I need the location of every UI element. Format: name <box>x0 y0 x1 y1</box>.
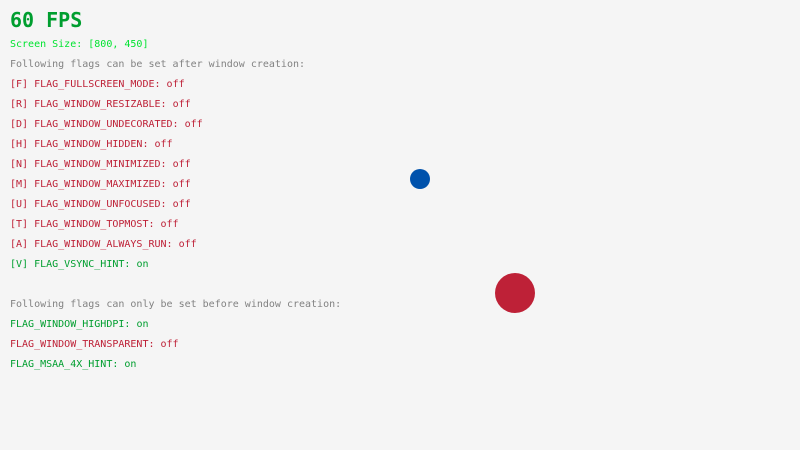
flag-label: [R] FLAG_WINDOW_RESIZABLE: <box>10 99 173 110</box>
flag-row: [T] FLAG_WINDOW_TOPMOST: off <box>10 220 179 230</box>
flag-row: FLAG_WINDOW_HIGHDPI: on <box>10 320 148 330</box>
flag-label: FLAG_WINDOW_TRANSPARENT: <box>10 339 161 350</box>
flag-value: off <box>172 99 191 110</box>
flag-value: off <box>160 339 179 350</box>
flag-label: FLAG_WINDOW_HIGHDPI: <box>10 319 137 330</box>
flag-value: off <box>166 79 185 90</box>
bouncing-ball-large <box>495 273 535 313</box>
flag-label: [N] FLAG_WINDOW_MINIMIZED: <box>10 159 173 170</box>
flag-label: FLAG_MSAA_4X_HINT: <box>10 359 125 370</box>
flag-value: off <box>172 179 191 190</box>
flag-label: [T] FLAG_WINDOW_TOPMOST: <box>10 219 161 230</box>
flag-row: [U] FLAG_WINDOW_UNFOCUSED: off <box>10 200 191 210</box>
flag-row: [H] FLAG_WINDOW_HIDDEN: off <box>10 140 173 150</box>
fps-counter: 60 FPS <box>10 8 83 32</box>
flag-row: [F] FLAG_FULLSCREEN_MODE: off <box>10 80 185 90</box>
flag-row: [M] FLAG_WINDOW_MAXIMIZED: off <box>10 180 191 190</box>
flag-value: off <box>178 239 197 250</box>
screen-size-text: Screen Size: [800, 450] <box>10 39 149 50</box>
flag-row: [V] FLAG_VSYNC_HINT: on <box>10 260 148 270</box>
flag-label: [U] FLAG_WINDOW_UNFOCUSED: <box>10 199 173 210</box>
flag-row: FLAG_MSAA_4X_HINT: on <box>10 360 136 370</box>
flag-label: [M] FLAG_WINDOW_MAXIMIZED: <box>10 179 173 190</box>
flag-row: FLAG_WINDOW_TRANSPARENT: off <box>10 340 179 350</box>
before-creation-header: Following flags can only be set before w… <box>10 299 342 310</box>
flag-label: [F] FLAG_FULLSCREEN_MODE: <box>10 79 167 90</box>
after-creation-header: Following flags can be set after window … <box>10 59 306 70</box>
flag-value: off <box>172 199 191 210</box>
flag-row: [D] FLAG_WINDOW_UNDECORATED: off <box>10 120 203 130</box>
flag-value: off <box>160 219 179 230</box>
flag-value: on <box>124 359 137 370</box>
flag-row: [A] FLAG_WINDOW_ALWAYS_RUN: off <box>10 240 197 250</box>
flag-value: off <box>172 159 191 170</box>
flag-label: [D] FLAG_WINDOW_UNDECORATED: <box>10 119 185 130</box>
flag-label: [A] FLAG_WINDOW_ALWAYS_RUN: <box>10 239 179 250</box>
flag-row: [N] FLAG_WINDOW_MINIMIZED: off <box>10 160 191 170</box>
flag-row: [R] FLAG_WINDOW_RESIZABLE: off <box>10 100 191 110</box>
flag-value: off <box>184 119 203 130</box>
bouncing-ball-small <box>410 169 430 189</box>
flag-value: on <box>136 319 149 330</box>
flag-value: on <box>136 259 149 270</box>
flag-value: off <box>154 139 173 150</box>
flag-label: [H] FLAG_WINDOW_HIDDEN: <box>10 139 155 150</box>
flag-label: [V] FLAG_VSYNC_HINT: <box>10 259 137 270</box>
